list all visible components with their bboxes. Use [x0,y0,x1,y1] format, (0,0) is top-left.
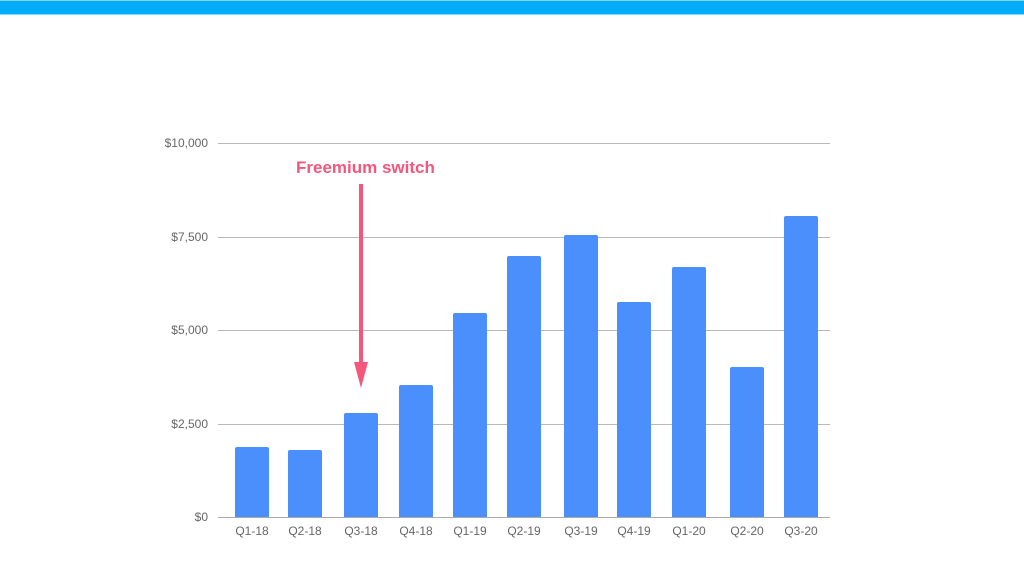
bar-q2-19 [507,256,541,517]
bar-q3-19 [564,235,598,517]
x-axis-tick-label: Q4-19 [617,524,651,538]
y-axis-tick-label: $0 [194,510,208,524]
bar-q4-18 [399,385,433,517]
x-axis-tick-label: Q2-19 [507,524,541,538]
x-axis-tick-label: Q3-19 [564,524,598,538]
bar-q1-19 [453,313,487,517]
bar-q2-20 [730,367,764,517]
top-banner-bar [0,0,1024,15]
y-axis-tick-label: $10,000 [164,136,208,150]
bar-q1-20 [672,267,706,517]
bar-q2-18 [288,450,322,517]
y-axis-tick-label: $5,000 [171,323,208,337]
arrow-down-icon [354,362,368,388]
x-axis-tick-label: Q2-18 [288,524,322,538]
x-axis-tick-label: Q1-19 [453,524,487,538]
gridline [218,237,830,238]
x-axis-tick-label: Q4-18 [399,524,433,538]
bar-q3-18 [344,413,378,517]
bar-q3-20 [784,216,818,517]
x-axis-tick-label: Q3-20 [784,524,818,538]
bar-q4-19 [617,302,651,517]
x-axis-tick-label: Q1-20 [672,524,706,538]
annotation-arrow-shaft [359,184,363,364]
x-axis-tick-label: Q3-18 [344,524,378,538]
x-axis-tick-label: Q2-20 [730,524,764,538]
bar-q1-18 [235,447,269,517]
y-axis-tick-label: $7,500 [171,230,208,244]
gridline [218,517,830,518]
x-axis-tick-label: Q1-18 [235,524,269,538]
gridline [218,143,830,144]
freemium-switch-annotation: Freemium switch [296,158,435,177]
y-axis-tick-label: $2,500 [171,417,208,431]
